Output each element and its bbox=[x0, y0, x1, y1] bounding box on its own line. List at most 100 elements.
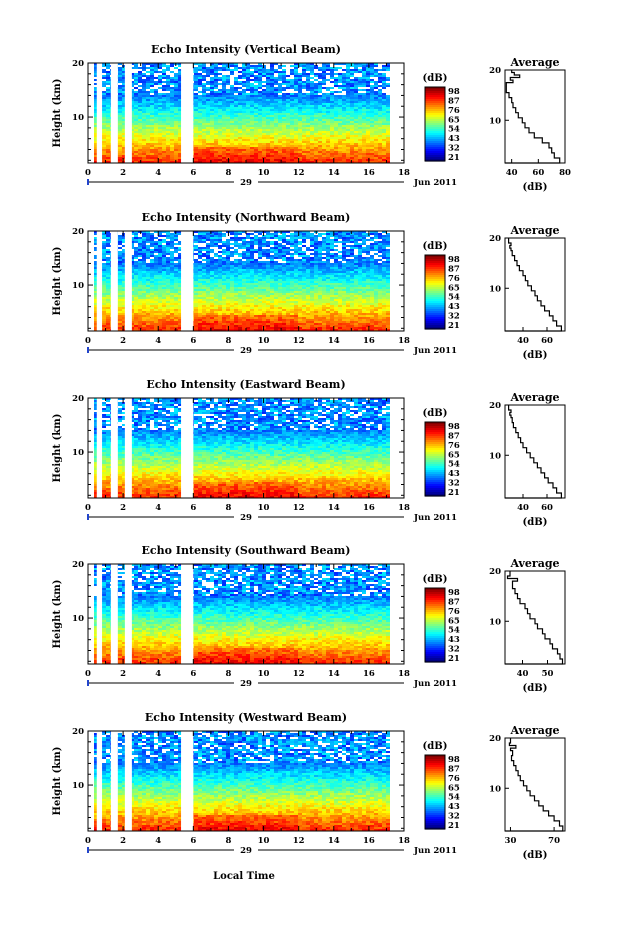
heatmap-cell bbox=[214, 115, 218, 117]
heatmap-cell bbox=[218, 259, 222, 261]
heatmap-cell bbox=[94, 97, 98, 99]
heatmap-cell bbox=[386, 263, 390, 265]
heatmap-cell bbox=[322, 115, 326, 117]
colorbar-swatch bbox=[425, 121, 445, 124]
heatmap-cell bbox=[206, 151, 210, 153]
heatmap-cell bbox=[378, 131, 382, 133]
heatmap-cell bbox=[154, 147, 158, 149]
heatmap-cell bbox=[270, 121, 274, 123]
heatmap-cell bbox=[334, 69, 338, 71]
heatmap-cell bbox=[102, 273, 106, 275]
heatmap-cell bbox=[262, 135, 266, 137]
heatmap-cell bbox=[362, 115, 366, 117]
heatmap-cell bbox=[294, 247, 298, 249]
heatmap-cell bbox=[162, 255, 166, 257]
heatmap-cell bbox=[310, 119, 314, 121]
heatmap-cell bbox=[230, 135, 234, 137]
heatmap-cell bbox=[330, 253, 334, 255]
heatmap-cell bbox=[138, 113, 142, 115]
heatmap-cell bbox=[282, 271, 286, 273]
heatmap-cell bbox=[122, 81, 126, 83]
colorbar-swatch bbox=[425, 141, 445, 144]
heatmap-cell bbox=[102, 253, 106, 255]
heatmap-cell bbox=[226, 127, 230, 129]
heatmap-cell bbox=[210, 115, 214, 117]
heatmap-cell bbox=[258, 121, 262, 123]
heatmap-cell bbox=[258, 119, 262, 121]
heatmap-cell bbox=[314, 251, 318, 253]
heatmap-cell bbox=[162, 231, 166, 233]
heatmap-cell bbox=[158, 127, 162, 129]
heatmap-cell bbox=[286, 81, 290, 83]
heatmap-cell bbox=[134, 121, 138, 123]
heatmap-cell bbox=[214, 273, 218, 275]
heatmap-cell bbox=[314, 271, 318, 273]
heatmap-cell bbox=[374, 137, 378, 139]
heatmap-cell bbox=[322, 63, 326, 65]
heatmap-cell bbox=[214, 143, 218, 145]
heatmap-cell bbox=[158, 103, 162, 105]
heatmap-cell bbox=[262, 89, 266, 91]
heatmap-cell bbox=[254, 89, 258, 91]
heatmap-cell bbox=[142, 157, 146, 159]
heatmap-cell bbox=[250, 93, 254, 95]
heatmap-cell bbox=[286, 101, 290, 103]
heatmap-cell bbox=[302, 269, 306, 271]
heatmap-cell bbox=[298, 77, 302, 79]
heatmap-cell bbox=[294, 113, 298, 115]
heatmap-cell bbox=[334, 99, 338, 101]
heatmap-cell bbox=[342, 117, 346, 119]
heatmap-cell bbox=[382, 125, 386, 127]
heatmap-cell bbox=[354, 85, 358, 87]
heatmap-cell bbox=[198, 141, 202, 143]
heatmap-cell bbox=[314, 75, 318, 77]
heatmap-cell bbox=[266, 87, 270, 89]
heatmap-cell bbox=[370, 97, 374, 99]
heatmap-cell bbox=[170, 131, 174, 133]
heatmap-cell bbox=[202, 93, 206, 95]
heatmap-cell bbox=[270, 149, 274, 151]
heatmap-cell bbox=[290, 65, 294, 67]
heatmap-cell bbox=[210, 109, 214, 111]
heatmap-cell bbox=[350, 63, 354, 65]
heatmap-cell bbox=[286, 85, 290, 87]
heatmap-cell bbox=[102, 233, 106, 235]
heatmap-cell bbox=[282, 259, 286, 261]
heatmap-cell bbox=[158, 251, 162, 253]
heatmap-cell bbox=[346, 239, 350, 241]
heatmap-cell bbox=[234, 65, 238, 67]
heatmap-cell bbox=[238, 97, 242, 99]
heatmap-cell bbox=[214, 237, 218, 239]
heatmap-cell bbox=[226, 75, 230, 77]
heatmap-cell bbox=[278, 89, 282, 91]
heatmap-cell bbox=[206, 135, 210, 137]
heatmap-cell bbox=[138, 139, 142, 141]
heatmap-cell bbox=[154, 243, 158, 245]
heatmap-cell bbox=[358, 127, 362, 129]
heatmap-cell bbox=[334, 259, 338, 261]
heatmap-cell bbox=[266, 263, 270, 265]
heatmap-cell bbox=[94, 275, 98, 277]
heatmap-cell bbox=[274, 99, 278, 101]
heatmap-cell bbox=[322, 147, 326, 149]
heatmap-cell bbox=[302, 111, 306, 113]
heatmap-cell bbox=[278, 237, 282, 239]
heatmap-cell bbox=[374, 261, 378, 263]
heatmap-cell bbox=[342, 103, 346, 105]
heatmap-cell bbox=[274, 231, 278, 233]
heatmap-cell bbox=[210, 149, 214, 151]
heatmap-cell bbox=[146, 91, 150, 93]
heatmap-cell bbox=[290, 149, 294, 151]
heatmap-cell bbox=[122, 99, 126, 101]
heatmap-cell bbox=[158, 115, 162, 117]
heatmap-cell bbox=[258, 255, 262, 257]
heatmap-cell bbox=[302, 119, 306, 121]
heatmap-cell bbox=[166, 113, 170, 115]
heatmap-cell bbox=[298, 115, 302, 117]
heatmap-cell bbox=[278, 147, 282, 149]
heatmap-cell bbox=[342, 231, 346, 233]
heatmap-cell bbox=[378, 273, 382, 275]
heatmap-cell bbox=[358, 255, 362, 257]
heatmap-cell bbox=[230, 261, 234, 263]
heatmap-cell bbox=[178, 161, 182, 163]
